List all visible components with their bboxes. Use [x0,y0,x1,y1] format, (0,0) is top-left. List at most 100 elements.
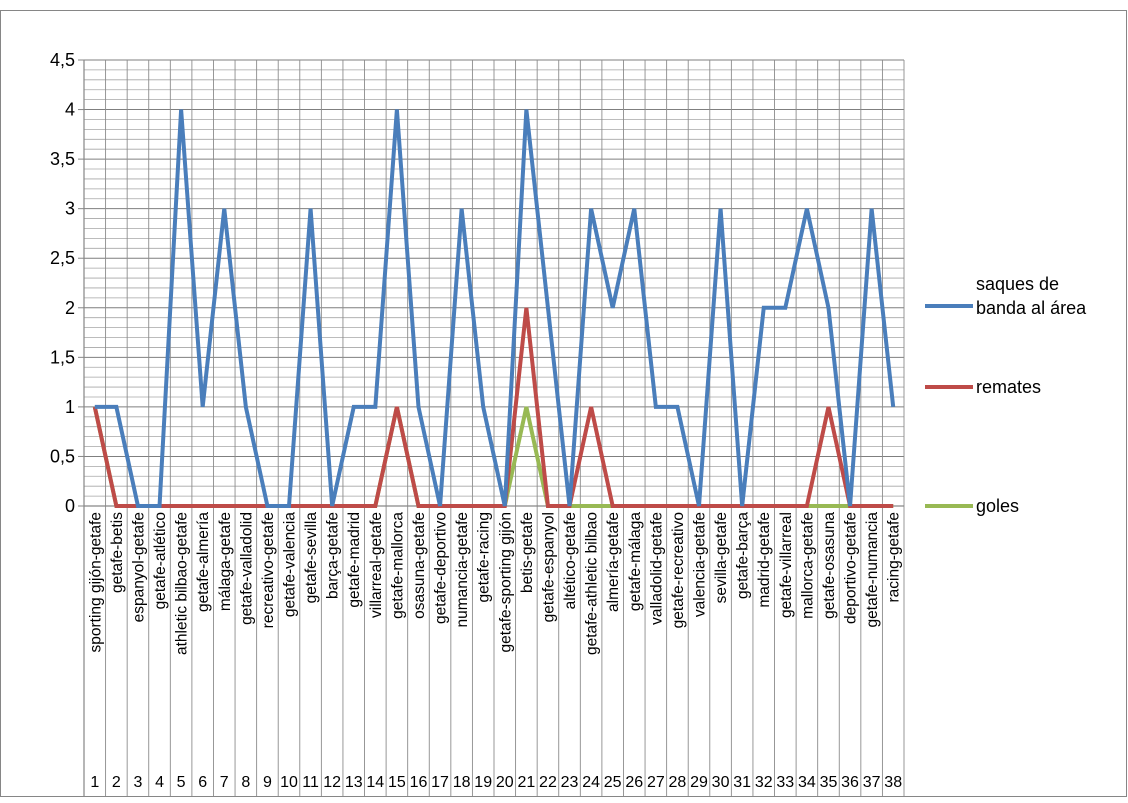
legend-label: goles [976,496,1019,516]
y-tick-label: 1 [65,397,75,417]
legend-label: saques de [976,274,1059,294]
x-axis-labels: sporting gijón-getafe 1 getafe-betis 2 espan… [87,512,902,791]
x-number-label: 36 [841,774,859,791]
y-axis-ticks: 0 0,5 1 1,5 2 2,5 3 3,5 4 4,5 [50,50,75,516]
x-number-label: 32 [755,774,773,791]
x-category-label: barça-getafe [325,512,342,599]
x-category-label: getafe-valencia [282,512,299,618]
series-line-1 [92,307,894,508]
x-category-label: racing-getafe [886,512,903,602]
x-number-label: 28 [669,774,687,791]
x-number-label: 29 [690,774,708,791]
series-lines [92,109,896,508]
y-tick-label: 3 [65,199,75,219]
x-number-label: 31 [733,774,751,791]
x-number-label: 18 [453,774,471,791]
x-category-label: recreativo-getafe [260,512,277,628]
x-number-label: 25 [604,774,622,791]
series-line-0 [94,109,896,508]
y-tick-label: 4 [65,100,75,120]
x-number-label: 15 [388,774,406,791]
grid [84,59,905,796]
x-category-label: getafe-madrid [346,512,363,608]
x-category-label: betis-getafe [519,512,536,593]
x-category-label: almería-getafe [605,512,622,612]
y-tick-label: 3,5 [50,149,75,169]
x-number-label: 3 [133,774,142,791]
x-number-label: 30 [712,774,730,791]
x-category-label: getafe-sporting gijón [497,512,514,652]
y-tick-label: 2 [65,298,75,318]
x-number-label: 7 [220,774,229,791]
x-category-label: espanyol-getafe [130,512,147,622]
x-category-label: málaga-getafe [217,512,234,611]
x-number-label: 21 [517,774,535,791]
x-category-label: getafe-espanyol [540,512,557,622]
x-category-label: sevilla-getafe [713,512,730,603]
x-category-label: valencia-getafe [692,512,709,617]
x-number-label: 5 [177,774,186,791]
x-category-label: madrid-getafe [756,512,773,608]
x-number-label: 24 [582,774,600,791]
legend: saques de banda al área remates goles [925,274,1087,516]
x-number-label: 33 [776,774,794,791]
legend-label: remates [976,377,1041,397]
x-number-label: 4 [155,774,164,791]
x-number-label: 14 [366,774,384,791]
x-number-label: 10 [280,774,298,791]
chart-border [0,10,1127,797]
x-number-label: 11 [302,774,319,791]
x-number-label: 20 [496,774,514,791]
x-category-label: getafe-villarreal [778,512,795,618]
x-number-label: 23 [561,774,579,791]
x-category-label: getafe-atlético [152,512,169,609]
y-tick-label: 0 [65,496,75,516]
x-number-label: 37 [863,774,881,791]
x-category-label: sporting gijón-getafe [87,512,104,652]
x-category-label: getafe-betis [109,512,126,593]
x-category-label: getafe-numancia [864,512,881,628]
x-category-label: getafe-almería [195,512,212,612]
y-tick-label: 4,5 [50,50,75,70]
x-number-label: 1 [90,774,99,791]
x-number-label: 12 [323,774,341,791]
x-category-label: athletic bilbao-getafe [174,512,191,655]
x-category-label: osasuna-getafe [411,512,428,619]
x-category-label: numancia-getafe [454,512,471,627]
x-category-label: villarreal-getafe [368,512,385,618]
x-number-label: 35 [820,774,838,791]
x-number-label: 27 [647,774,665,791]
legend-label: banda al área [976,298,1087,318]
x-category-label: getafe-málaga [627,512,644,611]
x-number-label: 38 [884,774,902,791]
x-category-label: valladolid-getafe [648,512,665,625]
x-category-label: mallorca-getafe [799,512,816,619]
x-category-label: getafe-barça [735,512,752,599]
x-number-label: 13 [345,774,363,791]
x-category-label: altético-getafe [562,512,579,609]
x-number-label: 34 [798,774,816,791]
x-number-label: 17 [431,774,449,791]
x-category-label: getafe-osasuna [821,512,838,619]
x-category-label: getafe-athletic bilbao [584,512,601,655]
y-tick-label: 1,5 [50,347,75,367]
x-category-label: getafe-deportivo [433,512,450,624]
x-category-label: getafe-recreativo [670,512,687,628]
x-number-label: 6 [198,774,207,791]
x-number-label: 8 [241,774,250,791]
x-category-label: getafe-mallorca [389,512,406,619]
x-number-label: 2 [112,774,121,791]
x-category-label: getafe-racing [476,512,493,602]
x-number-label: 16 [410,774,428,791]
x-number-label: 22 [539,774,557,791]
y-tick-label: 2,5 [50,248,75,268]
x-number-label: 9 [263,774,272,791]
x-category-label: getafe-valladolid [238,512,255,625]
x-category-label: getafe-sevilla [303,512,320,604]
x-number-label: 19 [474,774,492,791]
x-category-label: deportivo-getafe [843,512,860,624]
y-tick-label: 0,5 [50,446,75,466]
x-number-label: 26 [625,774,643,791]
